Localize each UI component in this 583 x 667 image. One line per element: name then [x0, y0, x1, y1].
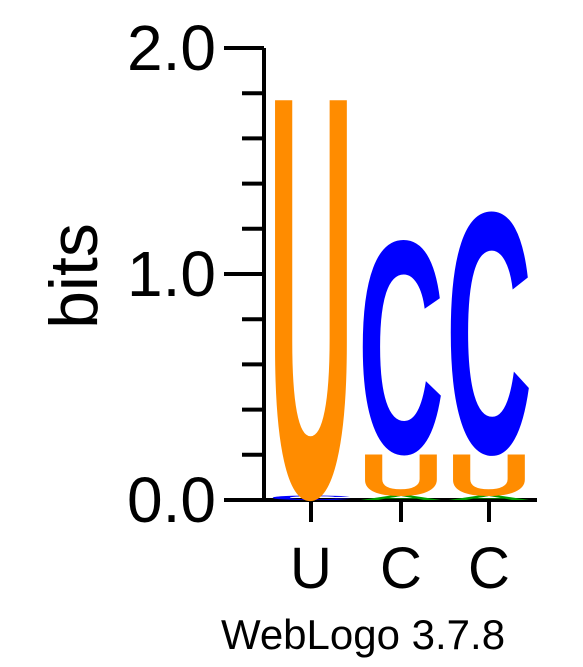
logo-letter-U: U — [446, 442, 532, 508]
x-tick-label: U — [290, 536, 332, 601]
weblogo-footer: WebLogo 3.7.8 — [221, 611, 505, 658]
logo-letter-U: U — [268, 0, 354, 617]
y-tick-label: 2.0 — [127, 12, 216, 84]
logo-letter-C: C — [268, 494, 354, 501]
logo-letter-C: C — [446, 140, 532, 526]
y-tick-label: 1.0 — [127, 238, 216, 310]
letter-stacks: CU AUC AUC — [268, 0, 532, 617]
x-tick-label: C — [468, 536, 510, 601]
logo-letter-C: C — [358, 179, 444, 519]
y-axis-label: bits — [36, 223, 112, 329]
logo-letter-A: A — [446, 494, 532, 501]
logo-letter-A: A — [358, 494, 444, 501]
y-ticks: 0.0 1.0 2.0 — [127, 12, 264, 536]
x-tick-label: C — [380, 536, 422, 601]
logo-letter-U: U — [358, 442, 444, 508]
y-tick-label: 0.0 — [127, 464, 216, 536]
